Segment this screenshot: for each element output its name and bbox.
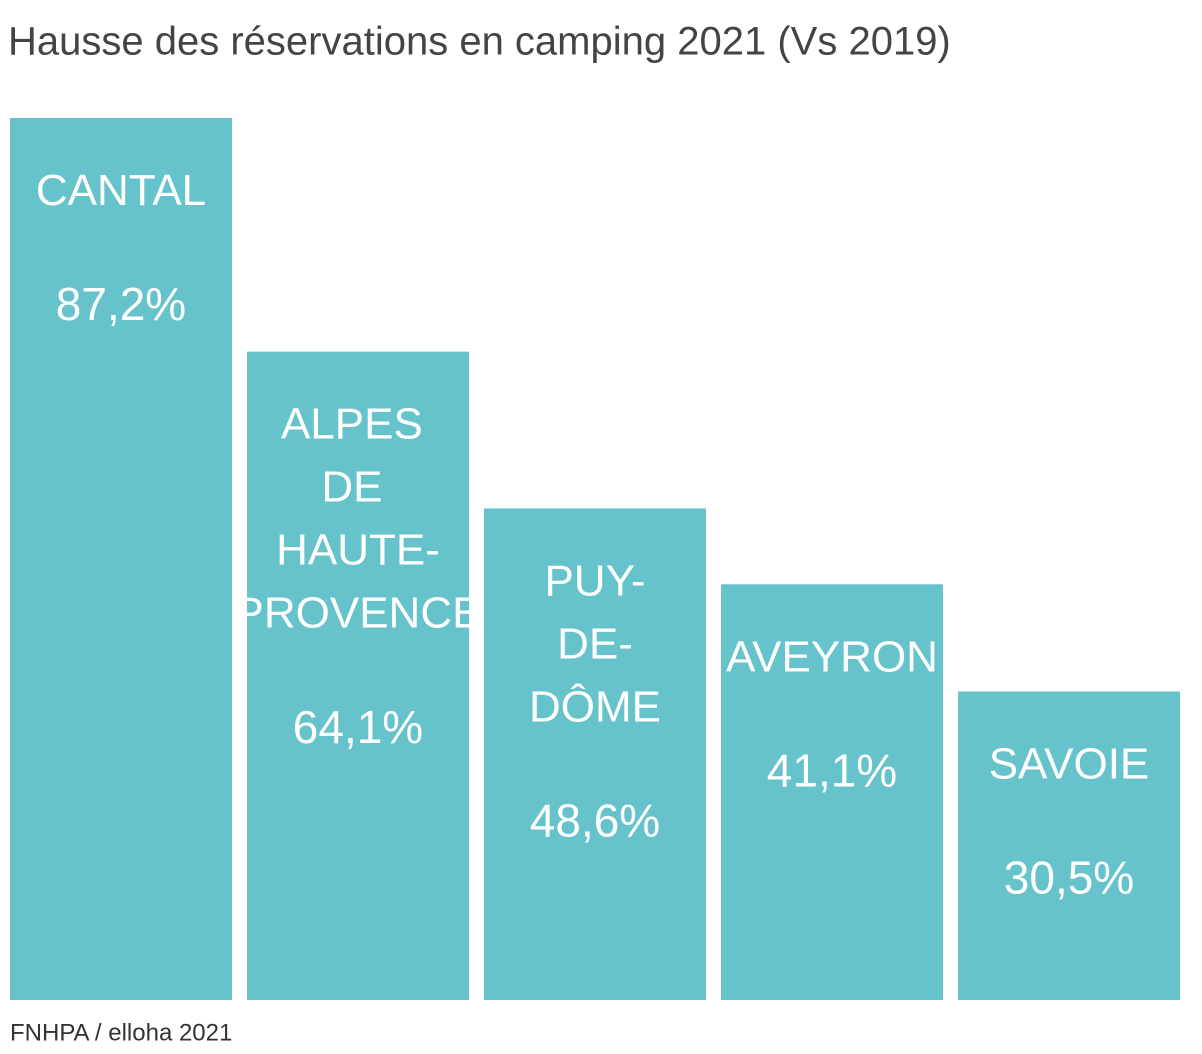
category-label: CANTAL	[36, 166, 206, 215]
value-label: 64,1%	[293, 701, 423, 753]
source: FNHPA / elloha 2021	[10, 1019, 232, 1046]
category-label: PUY-DE-DÔME	[529, 556, 661, 731]
category-label: AVEYRON	[726, 632, 938, 681]
bar	[958, 691, 1180, 1000]
chart-title: Hausse des réservations en camping 2021 …	[8, 20, 951, 64]
category-label: ALPES DE HAUTE-PROVENCE	[235, 399, 482, 637]
category-label: SAVOIE	[989, 739, 1150, 788]
value-label: 41,1%	[767, 744, 897, 796]
bar	[247, 351, 469, 1001]
value-label: 30,5%	[1004, 852, 1134, 904]
value-label: 87,2%	[56, 278, 186, 330]
bar	[10, 118, 232, 1000]
bar	[484, 508, 706, 1000]
bar	[721, 584, 943, 1000]
value-label: 48,6%	[530, 795, 660, 847]
